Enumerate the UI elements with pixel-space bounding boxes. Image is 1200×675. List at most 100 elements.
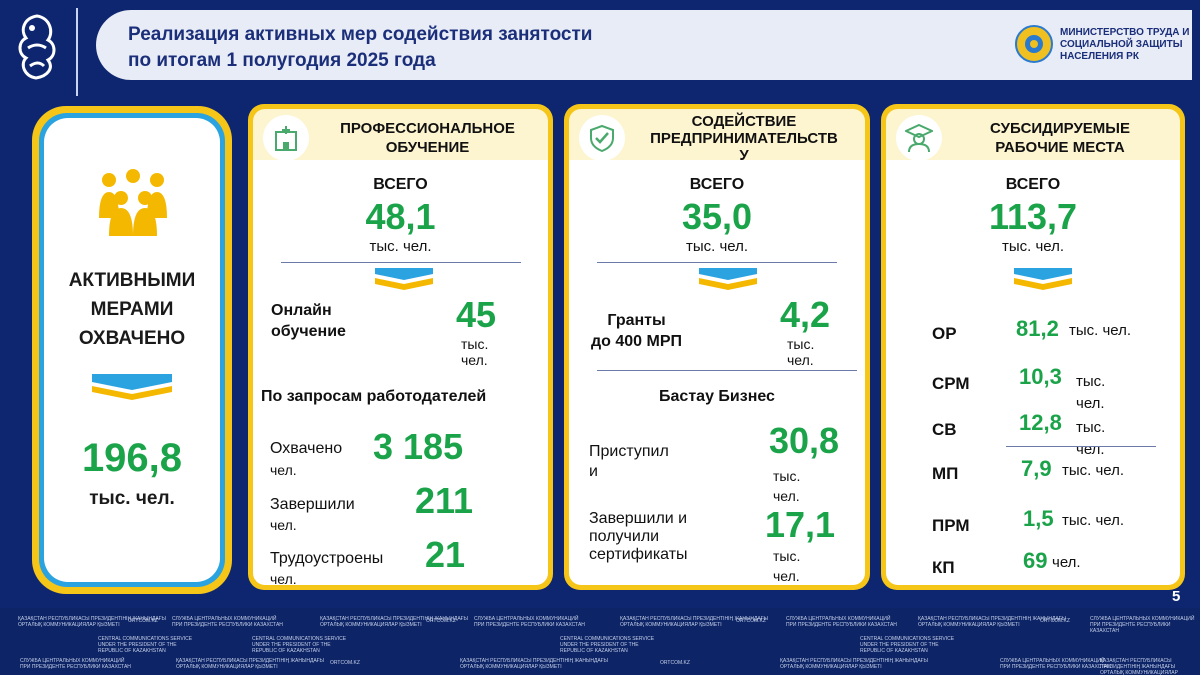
summary-label: АКТИВНЫМИ МЕРАМИ ОХВАЧЕНО — [68, 270, 196, 349]
people-group-icon — [99, 169, 167, 236]
footer-text: СЛУЖБА ЦЕНТРАЛЬНЫХ КОММУНИКАЦИЙ ПРИ ПРЕЗ… — [1000, 658, 1111, 670]
snow-leopard-logo-icon — [18, 14, 56, 80]
footer-text: CENTRAL COMMUNICATIONS SERVICE UNDER THE… — [98, 636, 193, 654]
row-unit: тыс. чел. — [1069, 322, 1132, 339]
page-number: 5 — [1172, 588, 1181, 605]
row-label: Завершили и получили сертификаты — [589, 510, 688, 563]
panel-title: СОДЕЙСТВИЕ ПРЕДПРИНИМАТЕЛЬСТВ У — [650, 113, 838, 164]
row-unit: чел. — [270, 462, 297, 478]
row-label: ОР — [932, 324, 957, 343]
chevron-down-icon — [699, 268, 757, 290]
footer-text: СЛУЖБА ЦЕНТРАЛЬНЫХ КОММУНИКАЦИЙ ПРИ ПРЕЗ… — [20, 658, 131, 670]
total-label: ВСЕГО — [1005, 176, 1061, 193]
row-unit: чел. — [270, 517, 297, 533]
grants-value: 4,2 — [780, 294, 831, 335]
header-banner: Реализация активных мер содействия занят… — [96, 10, 1192, 80]
row-unit: чел. — [270, 571, 297, 587]
row-label: Охвачено — [270, 440, 343, 457]
row-unit: тыс. чел. — [773, 548, 801, 584]
row-value: 30,8 — [769, 420, 840, 461]
hospital-building-icon — [275, 126, 297, 151]
panel-professional-training: ПРОФЕССИОНАЛЬНОЕ ОБУЧЕНИЕ ВСЕГО 48,1 тыс… — [248, 104, 553, 590]
footer-text: ҚАЗАҚСТАН РЕСПУБЛИКАСЫ ПРЕЗИДЕНТІНІҢ ЖАН… — [320, 616, 468, 628]
footer-text: ҚАЗАҚСТАН РЕСПУБЛИКАСЫ ПРЕЗИДЕНТІНІҢ ЖАН… — [176, 658, 324, 670]
row-label: Приступил и — [589, 443, 669, 480]
row-value: 10,3 — [1019, 364, 1062, 389]
divider — [281, 262, 521, 263]
row-value: 1,5 — [1023, 506, 1054, 531]
footer-text: СЛУЖБА ЦЕНТРАЛЬНЫХ КОММУНИКАЦИЙ ПРИ ПРЕЗ… — [1090, 616, 1195, 634]
total-unit: тыс. чел. — [369, 238, 432, 255]
ministry-name: МИНИСТЕРСТВО ТРУДА И СОЦИАЛЬНОЙ ЗАЩИТЫ Н… — [1060, 27, 1190, 62]
row-unit: тыс. чел. — [1076, 373, 1106, 412]
row-unit: тыс. чел. — [1062, 512, 1125, 529]
row-value: 69 — [1023, 548, 1048, 573]
section-title: По запросам работодателей — [261, 388, 487, 405]
row-unit: чел. — [1052, 554, 1081, 571]
row-value: 17,1 — [765, 504, 836, 545]
total-value: 48,1 — [365, 196, 436, 237]
footer-text: ORTCOM.KZ — [128, 618, 158, 624]
row-value: 21 — [425, 534, 466, 575]
grants-unit: тыс. чел. — [787, 336, 815, 368]
divider — [597, 262, 837, 263]
row-label: Завершили — [270, 496, 355, 513]
total-value: 35,0 — [681, 196, 753, 237]
row-label: СВ — [932, 420, 957, 439]
footer-text: ҚАЗАҚСТАН РЕСПУБЛИКАСЫ ПРЕЗИДЕНТІНІҢ ЖАН… — [18, 616, 166, 628]
summary-unit: тыс. чел. — [89, 488, 175, 509]
row-unit: тыс. чел. — [1062, 462, 1125, 479]
summary-card: АКТИВНЫМИ МЕРАМИ ОХВАЧЕНО 196,8 тыс. чел… — [32, 106, 232, 594]
panel-subsidized-jobs: СУБСИДИРУЕМЫЕ РАБОЧИЕ МЕСТА ВСЕГО 113,7 … — [881, 104, 1185, 590]
footer-text: ҚАЗАҚСТАН РЕСПУБЛИКАСЫ ПРЕЗИДЕНТІНІҢ ЖАН… — [780, 658, 928, 670]
row-unit: тыс. чел. — [1076, 419, 1106, 458]
footer-text: ҚАЗАҚСТАН РЕСПУБЛИКАСЫ ПРЕЗИДЕНТІНІҢ ЖАН… — [1100, 658, 1178, 675]
panel-title: СУБСИДИРУЕМЫЕ РАБОЧИЕ МЕСТА — [990, 120, 1130, 156]
total-label: ВСЕГО — [373, 176, 428, 193]
online-label: Онлайн обучение — [271, 302, 346, 340]
row-label: Трудоустроены — [270, 550, 384, 567]
footer-text: СЛУЖБА ЦЕНТРАЛЬНЫХ КОММУНИКАЦИЙ ПРИ ПРЕЗ… — [786, 616, 897, 628]
footer-text: ORTCOM.KZ — [330, 660, 360, 666]
row-value: 81,2 — [1016, 316, 1059, 341]
shield-check-icon — [590, 124, 614, 152]
row-unit: тыс. чел. — [773, 468, 801, 504]
graduate-person-icon — [905, 123, 933, 153]
footer-text: CENTRAL COMMUNICATIONS SERVICE UNDER THE… — [560, 636, 655, 654]
footer-text: ORTCOM.KZ — [736, 618, 766, 624]
total-value: 113,7 — [988, 196, 1078, 237]
page-title: Реализация активных мер содействия занят… — [128, 24, 593, 71]
divider — [1006, 446, 1156, 447]
footer-text: ORTCOM.KZ — [660, 660, 690, 666]
header-divider — [76, 8, 78, 96]
total-unit: тыс. чел. — [1001, 238, 1065, 255]
row-label: МП — [932, 464, 959, 483]
row-value: 3 185 — [373, 426, 464, 467]
panel-title: ПРОФЕССИОНАЛЬНОЕ ОБУЧЕНИЕ — [340, 120, 515, 156]
chevron-down-icon — [375, 268, 433, 290]
total-label: ВСЕГО — [689, 176, 745, 193]
grants-label: Гранты до 400 МРП — [591, 312, 683, 350]
online-value: 45 — [456, 294, 497, 335]
footer-text: СЛУЖБА ЦЕНТРАЛЬНЫХ КОММУНИКАЦИЙ ПРИ ПРЕЗ… — [172, 616, 283, 628]
chevron-down-icon — [1014, 268, 1072, 290]
footer-text: ORTCOM.KZ — [426, 618, 456, 624]
footer-watermark-band: ҚАЗАҚСТАН РЕСПУБЛИКАСЫ ПРЕЗИДЕНТІНІҢ ЖАН… — [0, 608, 1200, 675]
footer-text: ҚАЗАҚСТАН РЕСПУБЛИКАСЫ ПРЕЗИДЕНТІНІҢ ЖАН… — [460, 658, 608, 670]
row-label: СРМ — [932, 374, 970, 393]
row-label: КП — [932, 558, 955, 577]
row-value: 211 — [415, 480, 474, 521]
row-label: ПРМ — [932, 516, 970, 535]
footer-text: ORTCOM.KZ — [1040, 618, 1070, 624]
chevron-down-icon — [92, 374, 172, 400]
footer-text: CENTRAL COMMUNICATIONS SERVICE UNDER THE… — [860, 636, 955, 654]
panel-entrepreneurship: СОДЕЙСТВИЕ ПРЕДПРИНИМАТЕЛЬСТВ У ВСЕГО 35… — [564, 104, 870, 590]
footer-text: ҚАЗАҚСТАН РЕСПУБЛИКАСЫ ПРЕЗИДЕНТІНІҢ ЖАН… — [918, 616, 1066, 628]
footer-text: ҚАЗАҚСТАН РЕСПУБЛИКАСЫ ПРЕЗИДЕНТІНІҢ ЖАН… — [620, 616, 768, 628]
online-unit: тыс. чел. — [461, 336, 489, 368]
row-value: 7,9 — [1021, 456, 1052, 481]
state-emblem-icon — [1015, 25, 1053, 63]
summary-value: 196,8 — [81, 436, 183, 480]
footer-text: СЛУЖБА ЦЕНТРАЛЬНЫХ КОММУНИКАЦИЙ ПРИ ПРЕЗ… — [474, 616, 585, 628]
row-value: 12,8 — [1019, 410, 1062, 435]
